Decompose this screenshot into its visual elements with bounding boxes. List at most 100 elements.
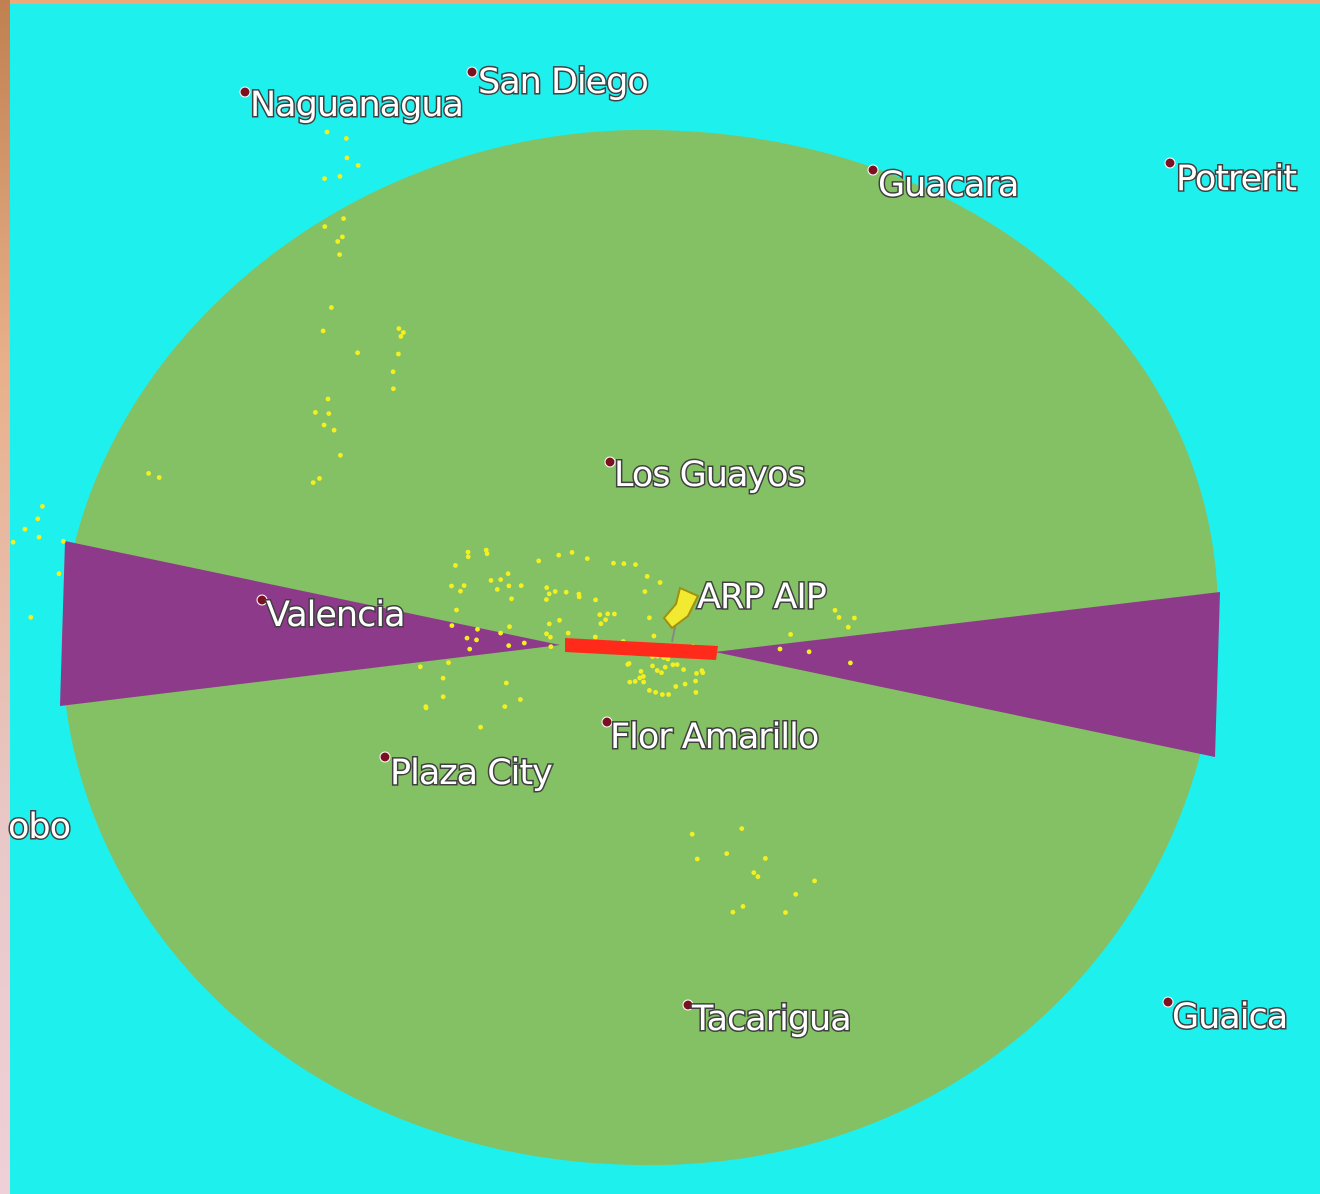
- place-label: Los Guayos: [614, 455, 805, 495]
- runway-sector-west: [60, 541, 560, 706]
- place-label: Naguanagua: [250, 85, 463, 125]
- obstacle-point: [461, 583, 467, 588]
- obstacle-point: [458, 588, 463, 594]
- obstacle-point: [605, 611, 611, 617]
- place-label: obo: [8, 807, 70, 847]
- obstacle-point: [390, 369, 396, 375]
- obstacle-point: [852, 615, 857, 621]
- obstacle-point: [335, 239, 341, 244]
- obstacle-point: [812, 878, 817, 884]
- obstacle-point: [793, 891, 799, 897]
- obstacle-point: [449, 623, 455, 628]
- place-label: Tacarigua: [691, 999, 851, 1039]
- obstacle-point: [22, 526, 28, 532]
- obstacle-point: [337, 174, 343, 179]
- obstacle-point: [509, 596, 514, 602]
- place-marker: [604, 456, 616, 468]
- obstacle-point: [498, 630, 503, 636]
- obstacle-point: [544, 631, 549, 637]
- obstacle-point: [557, 617, 562, 623]
- obstacle-point: [36, 534, 42, 540]
- obstacle-point: [464, 635, 470, 641]
- obstacle-point: [751, 870, 757, 876]
- obstacle-point: [321, 422, 327, 428]
- airport-pin: [662, 586, 700, 643]
- place-marker: [239, 86, 251, 98]
- obstacle-point: [673, 684, 679, 689]
- obstacle-point: [502, 704, 508, 709]
- obstacle-point: [633, 562, 638, 567]
- obstacle-points: [10, 129, 857, 915]
- obstacle-point: [611, 560, 616, 566]
- obstacle-point: [338, 452, 343, 458]
- obstacle-point: [644, 574, 650, 579]
- obstacle-point: [641, 674, 646, 679]
- obstacle-point: [310, 480, 316, 485]
- obstacle-point: [518, 697, 523, 702]
- obstacle-point: [598, 621, 604, 627]
- obstacle-point: [755, 874, 761, 880]
- obstacle-point: [494, 587, 500, 592]
- obstacle-point: [28, 614, 34, 620]
- place-marker: [1164, 157, 1176, 169]
- obstacle-point: [659, 670, 664, 676]
- obstacle-point: [552, 589, 558, 594]
- obstacle-point: [449, 583, 454, 589]
- obstacle-point: [739, 826, 745, 831]
- obstacle-point: [638, 669, 644, 674]
- obstacle-point: [401, 330, 406, 335]
- obstacle-point: [146, 471, 152, 476]
- obstacle-point: [627, 679, 633, 685]
- obstacle-point: [391, 386, 396, 392]
- obstacle-point: [478, 724, 483, 730]
- obstacle-point: [548, 634, 553, 640]
- obstacle-point: [603, 617, 608, 623]
- obstacle-point: [331, 427, 337, 433]
- obstacle-point: [322, 224, 328, 230]
- obstacle-point: [498, 577, 504, 582]
- obstacle-point: [666, 692, 671, 697]
- obstacle-point: [647, 615, 652, 621]
- obstacle-point: [475, 626, 480, 632]
- place-label: Guacara: [878, 165, 1018, 205]
- obstacle-point: [344, 155, 350, 161]
- obstacle-point: [453, 563, 458, 568]
- obstacle-point: [506, 643, 512, 648]
- pin-head: [662, 586, 700, 630]
- obstacle-point: [584, 556, 590, 561]
- obstacle-point: [544, 597, 549, 602]
- obstacle-point: [783, 910, 788, 915]
- obstacle-point: [325, 396, 331, 402]
- obstacle-point: [341, 216, 346, 222]
- obstacle-point: [156, 475, 162, 480]
- obstacle-point: [612, 611, 617, 617]
- runway-sector-east: [715, 592, 1220, 757]
- obstacle-point: [417, 664, 423, 670]
- obstacle-point: [730, 909, 736, 915]
- obstacle-point: [337, 252, 342, 257]
- obstacle-point: [597, 612, 603, 618]
- obstacle-point: [326, 411, 332, 416]
- obstacle-point: [674, 662, 680, 667]
- obstacle-point: [621, 561, 627, 567]
- obstacle-point: [563, 589, 569, 595]
- obstacle-point: [423, 704, 429, 710]
- place-marker: [1162, 996, 1174, 1008]
- obstacle-point: [848, 660, 853, 666]
- obstacle-point: [548, 644, 554, 650]
- obstacle-point: [569, 550, 575, 555]
- obstacle-point: [650, 663, 655, 669]
- obstacle-point: [788, 632, 793, 637]
- obstacle-point: [806, 649, 812, 655]
- obstacle-point: [329, 305, 334, 310]
- obstacle-point: [637, 675, 643, 681]
- obstacle-point: [505, 571, 511, 577]
- obstacle-point: [576, 594, 582, 600]
- airport-label: ARP AIP: [697, 577, 826, 617]
- obstacle-point: [355, 350, 360, 356]
- obstacle-point: [340, 234, 345, 240]
- place-labels: Naguanagua San Diego Guacara Potrerit Los Gu…: [7, 61, 1299, 1041]
- obstacle-point: [592, 634, 598, 640]
